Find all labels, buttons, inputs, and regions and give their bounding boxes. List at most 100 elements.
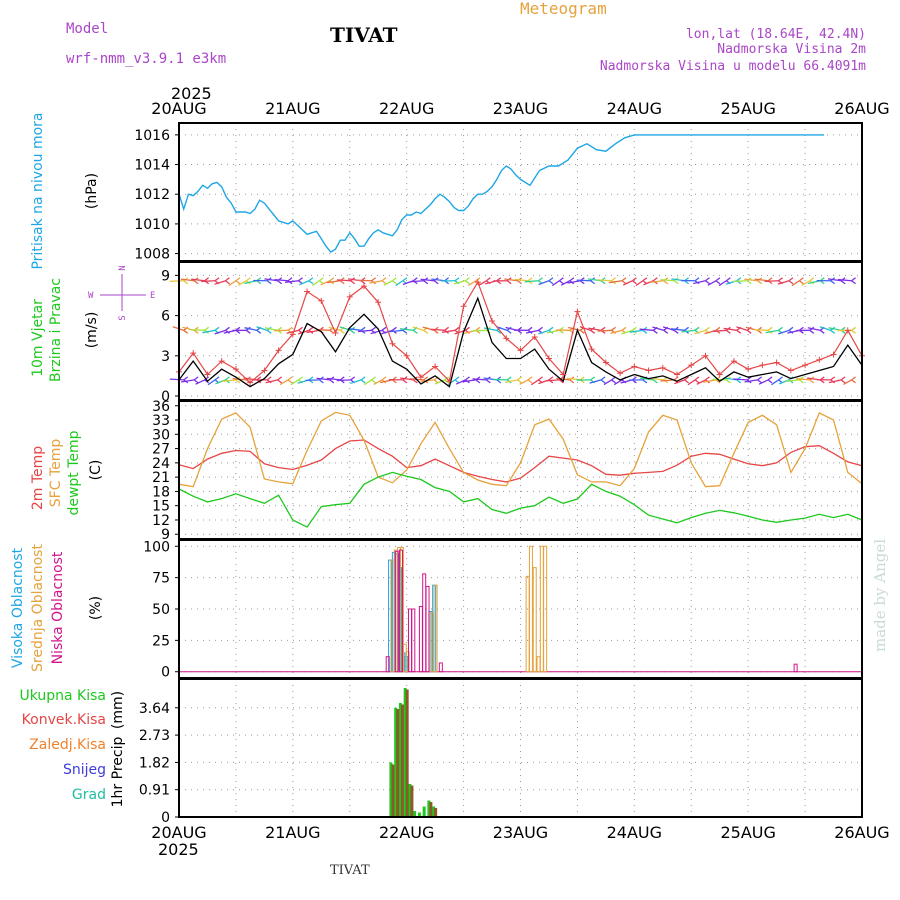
wind-arrow-head [559,379,564,384]
temp2m-ylabel: 2m Temp [30,446,46,510]
y-tick-label: 0.91 [139,783,170,799]
wind-arrow-head [632,280,637,285]
pressure-ylabel: Pritisak na nivou mora [30,112,46,269]
wind-gust-marker [617,370,624,377]
wind-arrow [764,280,779,282]
x-year-bottom: 2025 [158,840,199,859]
wind-arrow-head [402,329,408,334]
wind-arrow-head [799,379,804,384]
mid-cloud-bar [525,575,530,673]
x-tick-label-bottom: 22AUG [379,823,434,842]
wind-gust-marker [304,288,311,295]
wind-arrow-head [788,326,794,331]
wind-arrow-head [559,277,564,282]
wind-gust-marker [517,347,524,354]
wind-arrow-head [548,277,554,282]
conv-precip-bar [396,709,400,817]
wind-gust-marker [346,293,353,300]
wind-arrow-head [684,326,689,331]
wind-arrow [712,329,727,333]
precip-frame [178,678,863,818]
wind-arrow [567,280,581,284]
low-cloud-bar [407,608,412,673]
wind-arrow-head [715,326,721,331]
wind-arrow-head [673,280,679,285]
x-tick-label-bottom: 21AUG [265,823,320,842]
wind-gust-marker [261,367,268,374]
wind-arrow-head [465,376,470,381]
wind-arrow-head [402,277,408,282]
wind-arrow [395,280,404,287]
wind-arrow [703,379,717,383]
wind-arrow [467,280,477,286]
wind-gust-marker [417,374,424,381]
wind-arrow [777,329,790,335]
wind-arrow [538,280,550,286]
mid-cloud-bar [532,567,537,673]
wind-arrow [681,329,696,333]
wind-arrow-head [454,376,460,381]
total-precip-bar [422,806,426,817]
y-tick-label: 18 [152,484,170,500]
conv-precip-bar [400,704,404,817]
wind-arrow-head [694,379,700,384]
wind-arrow-head [329,277,335,282]
wind-arrow [530,379,539,386]
wind-arrow [736,326,748,331]
wind-arrow [603,379,612,386]
wind-gust-marker [745,366,752,373]
low-cloud-bar [385,656,390,673]
wind-arrow-head [590,280,596,285]
y-tick-label: 30 [152,427,170,443]
wind-arrow [650,377,664,381]
wind-arrow-head [819,329,825,334]
wind-arrow-head [517,376,523,381]
wind-arrow-head [235,280,241,285]
wind-arrow-head [725,329,731,334]
wind-arrow [383,280,393,286]
wind-arrow-head [673,376,679,381]
wind-arrow [610,329,623,335]
mid-cloud-bar [433,584,438,673]
wind-arrow-head [746,280,752,285]
wind-arrow-head [830,329,836,334]
wind-arrow-head [412,379,418,384]
dewpt-ylabel: dewpt Temp [66,430,82,515]
wind-arrow-head [225,277,230,282]
wind-arrow [843,379,852,386]
wind-arrow [524,280,539,283]
wind-gust-marker [389,340,396,347]
wind-arrow-head [851,326,856,331]
low-cloud-bar [422,573,427,673]
wind-gust-marker [702,352,709,359]
wind-arrow-head [506,329,512,334]
wind-arrow [370,329,383,335]
wind-arrow [274,278,289,282]
wind-arrow-head [433,280,439,285]
wind-gust-marker [247,379,254,386]
wind-arrow-head [590,329,596,334]
wind-arrow-head [725,379,731,384]
compass-rose: N S W E [88,265,155,320]
mid-cloud-bar [539,545,544,673]
wind-arrow [207,379,216,386]
x-year-top: 2025 [171,84,212,103]
wind-arrow-head [757,329,763,334]
wind-arrow-head [548,326,554,331]
station-title: TIVAT [330,23,398,47]
wind-arrow-head [517,280,523,285]
wind-arrow-head [652,379,658,384]
wind-gust-marker [645,367,652,374]
wind-arrow [639,377,654,381]
wind-unit: (m/s) [84,312,100,349]
wind-arrow-head [423,329,429,334]
wind-arrow [299,280,310,286]
total-precip-bar [403,688,407,817]
wind-arrow [660,278,675,282]
y-tick-label: 0 [161,665,170,681]
wind-arrow-head [381,277,387,282]
wind-arrow-head [183,280,189,285]
wind-arrow [316,377,330,381]
wind-arrow-head [329,379,335,384]
conv-precip-bar [429,802,433,817]
